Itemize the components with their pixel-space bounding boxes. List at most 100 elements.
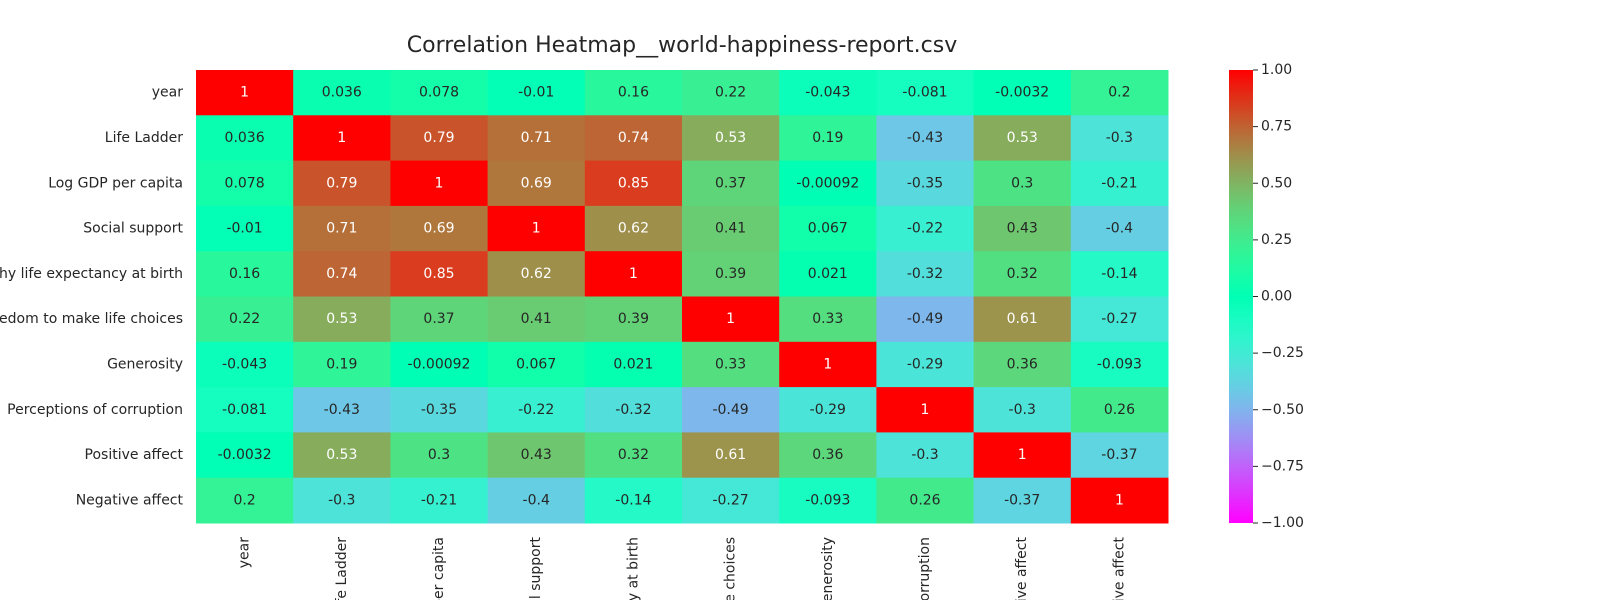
cell-label: -0.0032 [995, 85, 1049, 101]
heatmap-cell [779, 296, 877, 343]
cell-label: 0.74 [326, 266, 357, 282]
heatmap-cell [1070, 432, 1169, 479]
heatmap-cell [196, 341, 294, 388]
heatmap-cell [584, 251, 683, 297]
heatmap-cell [584, 70, 683, 116]
cell-label: -0.3 [1106, 130, 1133, 146]
cell-label: 0.2 [1108, 85, 1130, 101]
colorbar-tick-label: 0.25 [1261, 232, 1292, 248]
cell-label: 1 [435, 175, 444, 191]
cell-label: -0.081 [222, 402, 267, 418]
heatmap-cell [973, 477, 1072, 524]
heatmap-cell [196, 477, 294, 524]
heatmap-cell [390, 296, 489, 343]
x-tick-label: Life Ladder [334, 537, 350, 600]
heatmap-cell [973, 160, 1072, 207]
heatmap-cell [293, 205, 391, 252]
x-tick-label: Freedom to make life choices [723, 537, 739, 600]
cell-label: 0.22 [715, 85, 746, 101]
cell-label: 1 [823, 356, 832, 372]
heatmap-cell [682, 432, 780, 479]
cell-label: 0.16 [618, 85, 649, 101]
heatmap-cell [196, 296, 294, 343]
cell-label: 0.32 [618, 447, 649, 463]
colorbar-tick-label: 0.00 [1261, 289, 1292, 305]
heatmap-cell [487, 70, 586, 116]
cell-label: 0.036 [225, 130, 265, 146]
heatmap-cell [487, 115, 586, 162]
cell-label: 0.62 [521, 266, 552, 282]
heatmap-cell [584, 341, 683, 388]
heatmap-cell [293, 251, 391, 297]
cell-label: -0.27 [1101, 311, 1137, 327]
heatmap-cell [779, 205, 877, 252]
heatmap-cell [390, 432, 489, 479]
heatmap-cell [876, 387, 975, 433]
cell-label: 0.79 [423, 130, 454, 146]
cell-label: -0.093 [805, 492, 850, 508]
heatmap-cell [487, 432, 586, 479]
heatmap-cell [390, 477, 489, 524]
cell-label: 0.16 [229, 266, 260, 282]
cell-label: -0.43 [907, 130, 943, 146]
cell-label: -0.093 [1097, 356, 1142, 372]
colorbar-tick-label: 0.50 [1261, 175, 1292, 191]
cell-label: -0.21 [1101, 175, 1137, 191]
heatmap-cell [487, 296, 586, 343]
heatmap-cell [196, 205, 294, 252]
heatmap-cell [876, 70, 975, 116]
heatmap-cell [779, 341, 877, 388]
cell-label: -0.37 [1101, 447, 1137, 463]
heatmap-cell [973, 70, 1072, 116]
heatmap-cell [1070, 160, 1169, 207]
heatmap-cell [390, 70, 489, 116]
cell-label: -0.01 [518, 85, 554, 101]
heatmap-cell [876, 205, 975, 252]
chart-title: Correlation Heatmap__world-happiness-rep… [407, 33, 957, 58]
heatmap-cell [876, 115, 975, 162]
cell-label: -0.22 [518, 402, 554, 418]
heatmap-cell [487, 387, 586, 433]
cell-label: 0.26 [909, 492, 940, 508]
heatmap-cell [876, 341, 975, 388]
cell-label: 0.71 [326, 221, 357, 237]
cell-label: 1 [1018, 447, 1027, 463]
cell-label: -0.043 [805, 85, 850, 101]
cell-label: 0.39 [715, 266, 746, 282]
heatmap-cell [973, 115, 1072, 162]
cell-label: 0.74 [618, 130, 649, 146]
cell-label: 0.078 [419, 85, 459, 101]
cell-label: 1 [1115, 492, 1124, 508]
colorbar-tick-label: 1.00 [1261, 62, 1292, 78]
cell-label: -0.35 [907, 175, 943, 191]
y-tick-label: Life Ladder [105, 130, 183, 146]
y-tick-label: Social support [83, 221, 183, 237]
x-tick-label: year [237, 537, 253, 568]
heatmap-cell [682, 341, 780, 388]
cell-label: -0.00092 [796, 175, 859, 191]
heatmap-cell [487, 477, 586, 524]
heatmap-cell [390, 115, 489, 162]
heatmap-cell [779, 160, 877, 207]
heatmap-cell [1070, 477, 1169, 524]
heatmap-cell [584, 205, 683, 252]
heatmap-cell [390, 251, 489, 297]
cell-label: -0.3 [911, 447, 938, 463]
x-tick-label: Social support [528, 536, 544, 600]
heatmap-cell [1070, 341, 1169, 388]
heatmap-cell [293, 115, 391, 162]
cell-label: 0.37 [715, 175, 746, 191]
cell-label: -0.14 [615, 492, 651, 508]
heatmap-cell [973, 387, 1072, 433]
heatmap-cell [876, 432, 975, 479]
heatmap-cell [1070, 70, 1169, 116]
cell-label: 0.53 [715, 130, 746, 146]
cell-label: 0.85 [423, 266, 454, 282]
heatmap-cell [584, 387, 683, 433]
cell-label: -0.22 [907, 221, 943, 237]
cell-label: -0.081 [902, 85, 947, 101]
heatmap-cell [1070, 296, 1169, 343]
cell-label: 1 [921, 402, 930, 418]
heatmap-cell [584, 115, 683, 162]
